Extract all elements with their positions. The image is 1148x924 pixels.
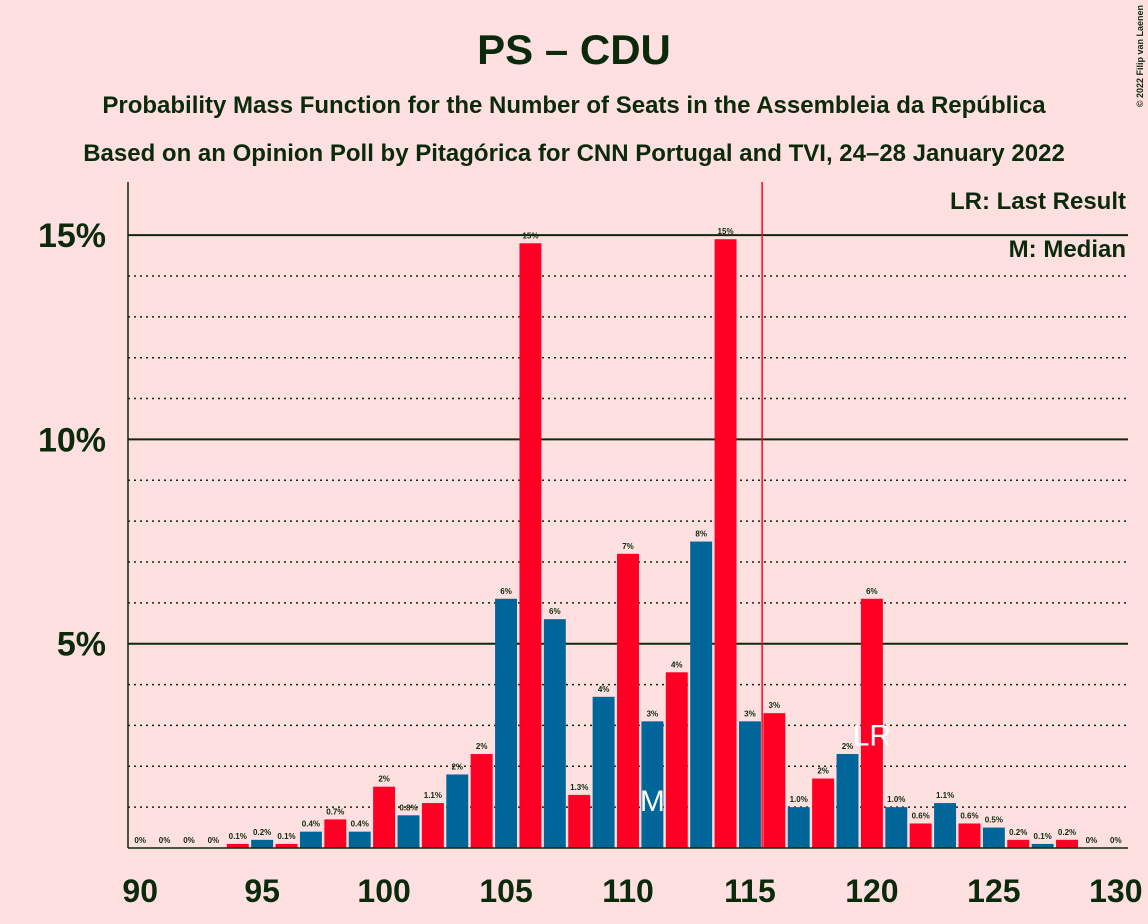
value-label: 0.1% [1034, 832, 1052, 841]
last-result-marker: LR [853, 720, 891, 753]
value-label: 0.5% [985, 816, 1003, 825]
value-label: 1.1% [424, 791, 442, 800]
value-label: 6% [866, 587, 878, 596]
value-label: 0% [208, 836, 220, 845]
value-label: 0.1% [229, 832, 247, 841]
value-label: 1.1% [936, 791, 954, 800]
value-label: 0% [183, 836, 195, 845]
bar [738, 721, 761, 848]
value-label: 7% [622, 542, 634, 551]
bar [373, 786, 396, 848]
x-tick-label: 120 [845, 873, 898, 909]
value-label: 0.8% [399, 803, 417, 812]
value-label: 4% [671, 660, 683, 669]
value-label: 3% [769, 701, 781, 710]
bar [641, 721, 664, 848]
bar [470, 754, 493, 848]
bar [860, 598, 883, 848]
bar [251, 839, 274, 848]
bar [617, 553, 639, 848]
bar [665, 672, 688, 848]
x-tick-label: 105 [479, 873, 532, 909]
x-tick-label: 125 [967, 873, 1020, 909]
bar [519, 243, 542, 849]
value-label: 6% [549, 607, 561, 616]
bar [1007, 839, 1030, 848]
x-tick-label: 110 [602, 873, 654, 909]
value-label: 2% [378, 775, 390, 784]
x-tick-label: 100 [357, 873, 410, 909]
value-label: 0% [134, 836, 146, 845]
copyright: © 2022 Filip van Laenen [1135, 5, 1145, 107]
value-label: 3% [744, 709, 756, 718]
value-label: 0.6% [912, 811, 930, 820]
y-tick-label: 15% [38, 217, 106, 255]
value-label: 1.0% [887, 795, 905, 804]
bar [446, 774, 469, 848]
value-label: 1.3% [570, 783, 588, 792]
value-label: 2% [476, 742, 488, 751]
bar [982, 827, 1005, 848]
bar [495, 598, 518, 848]
bar [299, 831, 322, 848]
bar [1031, 843, 1054, 848]
value-label: 0.2% [1058, 828, 1076, 837]
bar [275, 843, 298, 848]
value-label: 2% [817, 767, 829, 776]
value-label: 0% [159, 836, 171, 845]
value-label: 6% [500, 587, 512, 596]
value-label: 15% [522, 231, 538, 240]
value-label: 0.6% [960, 811, 978, 820]
bar [763, 713, 786, 848]
value-label: 0.1% [277, 832, 295, 841]
bar [592, 696, 615, 848]
value-label: 2% [451, 762, 463, 771]
value-label: 0.4% [351, 820, 369, 829]
value-label: 4% [598, 685, 610, 694]
value-label: 0.4% [302, 820, 320, 829]
x-tick-label: 130 [1089, 873, 1142, 909]
bar [226, 843, 249, 848]
chart-title: PS – CDU [477, 26, 671, 73]
bar [397, 815, 420, 848]
bar [421, 803, 444, 848]
y-tick-label: 5% [57, 626, 106, 664]
bar [958, 823, 981, 848]
bar [714, 239, 737, 848]
bar [787, 807, 810, 848]
bar [909, 823, 932, 848]
bar [568, 794, 591, 848]
bar [543, 619, 566, 848]
bar [1056, 839, 1078, 848]
value-label: 1.0% [790, 795, 808, 804]
value-label: 0.7% [326, 807, 344, 816]
value-label: 2% [842, 742, 854, 751]
bar [885, 807, 908, 848]
bar [348, 831, 371, 848]
x-tick-label: 115 [724, 873, 776, 909]
bar [812, 778, 835, 848]
bar [690, 541, 713, 848]
y-tick-label: 10% [38, 421, 106, 459]
bar [934, 803, 957, 848]
chart-subtitle: Probability Mass Function for the Number… [102, 92, 1046, 119]
x-tick-label: 90 [122, 873, 158, 909]
chart-subtitle: Based on an Opinion Poll by Pitagórica f… [83, 140, 1065, 167]
value-label: 0.2% [253, 828, 271, 837]
value-label: 0% [1110, 836, 1122, 845]
value-label: 0.2% [1009, 828, 1027, 837]
value-label: 15% [718, 227, 734, 236]
median-marker: M [640, 785, 665, 818]
value-label: 0% [1086, 836, 1098, 845]
value-label: 3% [647, 709, 659, 718]
legend-entry: M: Median [1009, 236, 1126, 263]
x-tick-label: 95 [244, 873, 280, 909]
bar [324, 819, 347, 848]
value-label: 8% [695, 530, 707, 539]
legend-entry: LR: Last Result [950, 188, 1126, 215]
bar [836, 754, 859, 848]
